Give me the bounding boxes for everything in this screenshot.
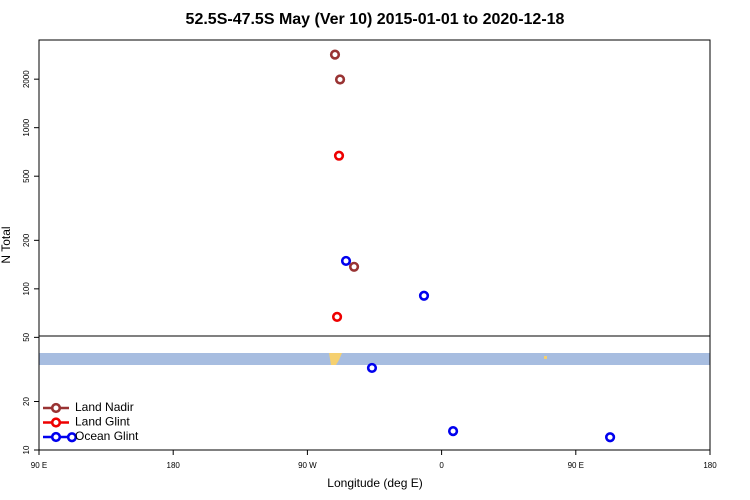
y-tick-label: 200 (22, 233, 31, 247)
x-tick-label: 180 (703, 461, 717, 470)
y-tick-label: 100 (22, 282, 31, 296)
legend-label: Ocean Glint (75, 429, 139, 443)
legend-label: Land Glint (75, 415, 130, 429)
y-tick-label: 20 (22, 396, 31, 405)
legend-label: Land Nadir (75, 400, 134, 414)
land-strip (329, 353, 342, 365)
legend-marker (50, 431, 62, 443)
land-strip (544, 356, 547, 359)
legend-marker (50, 417, 62, 428)
y-tick-label: 2000 (22, 70, 31, 88)
point (331, 311, 343, 322)
y-tick-label: 1000 (22, 118, 31, 136)
y-tick-label: 10 (22, 445, 31, 454)
legend-marker (50, 402, 62, 414)
ocean-strip (39, 353, 710, 365)
point (329, 49, 341, 60)
point (366, 362, 378, 374)
x-axis-label: Longitude (deg E) (327, 476, 422, 490)
point (334, 74, 346, 85)
plot-frame (38, 39, 711, 451)
point (604, 432, 616, 443)
point (348, 261, 360, 272)
point (333, 150, 345, 161)
x-tick-label: 90 E (568, 461, 584, 470)
x-tick-label: 90 W (298, 461, 317, 470)
point (447, 426, 459, 437)
x-tick-label: 180 (167, 461, 181, 470)
y-axis-label: N Total (0, 226, 13, 263)
point (340, 255, 352, 267)
x-tick-label: 90 E (31, 461, 47, 470)
y-tick-label: 500 (22, 169, 31, 183)
y-tick-label: 50 (22, 332, 31, 341)
point (418, 290, 430, 301)
x-tick-label: 0 (439, 461, 444, 470)
chart-title: 52.5S-47.5S May (Ver 10) 2015-01-01 to 2… (186, 11, 565, 28)
